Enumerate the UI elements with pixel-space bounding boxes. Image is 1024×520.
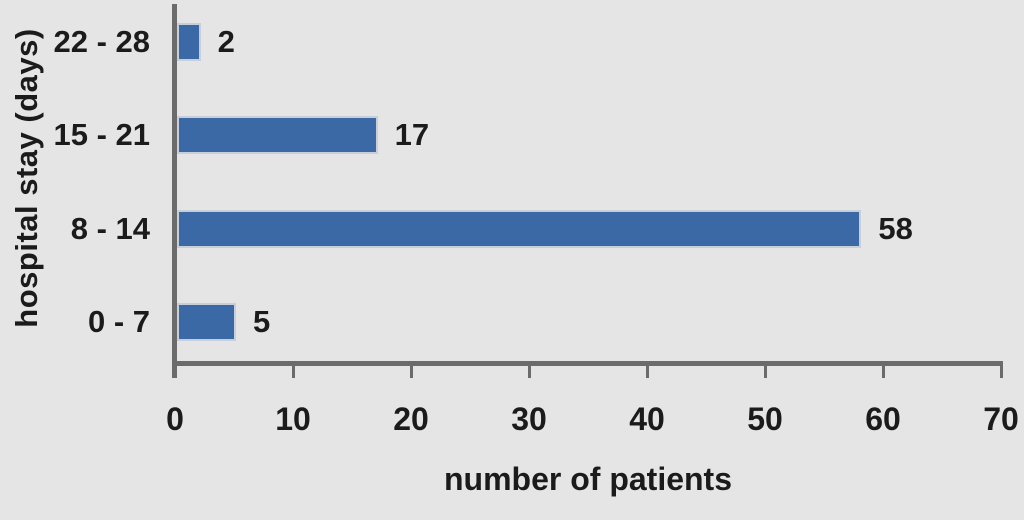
bar — [177, 209, 862, 248]
category-label: 0 - 7 — [87, 303, 150, 339]
category-label: 15 - 21 — [53, 117, 150, 153]
x-tick-label: 60 — [865, 401, 901, 437]
category-label: 8 - 14 — [70, 210, 150, 246]
value-label: 17 — [394, 117, 430, 153]
y-axis-line — [172, 4, 177, 378]
x-tick-mark — [291, 366, 295, 378]
x-tick-mark — [763, 366, 767, 378]
x-tick-label: 40 — [629, 401, 665, 437]
x-tick-mark — [999, 366, 1003, 378]
x-tick-label: 10 — [275, 401, 311, 437]
x-tick-mark — [645, 366, 649, 378]
x-tick-mark — [881, 366, 885, 378]
y-axis-title: hospital stay (days) — [9, 28, 44, 328]
x-tick-label: 70 — [983, 401, 1019, 437]
value-label: 58 — [878, 210, 913, 246]
value-label: 2 — [217, 24, 235, 59]
bar — [177, 116, 378, 155]
x-tick-mark — [173, 366, 177, 378]
x-axis-title: number of patients — [443, 461, 732, 497]
x-tick-label: 50 — [747, 401, 783, 437]
x-tick-mark — [527, 366, 531, 378]
value-label: 5 — [253, 303, 271, 339]
x-tick-mark — [409, 366, 413, 378]
bar — [177, 23, 201, 61]
x-tick-label: 0 — [166, 401, 184, 437]
bar — [177, 302, 236, 341]
x-tick-label: 30 — [511, 401, 547, 437]
category-label: 22 - 28 — [53, 24, 150, 59]
x-tick-label: 20 — [393, 401, 429, 437]
x-axis-line — [172, 361, 1003, 366]
